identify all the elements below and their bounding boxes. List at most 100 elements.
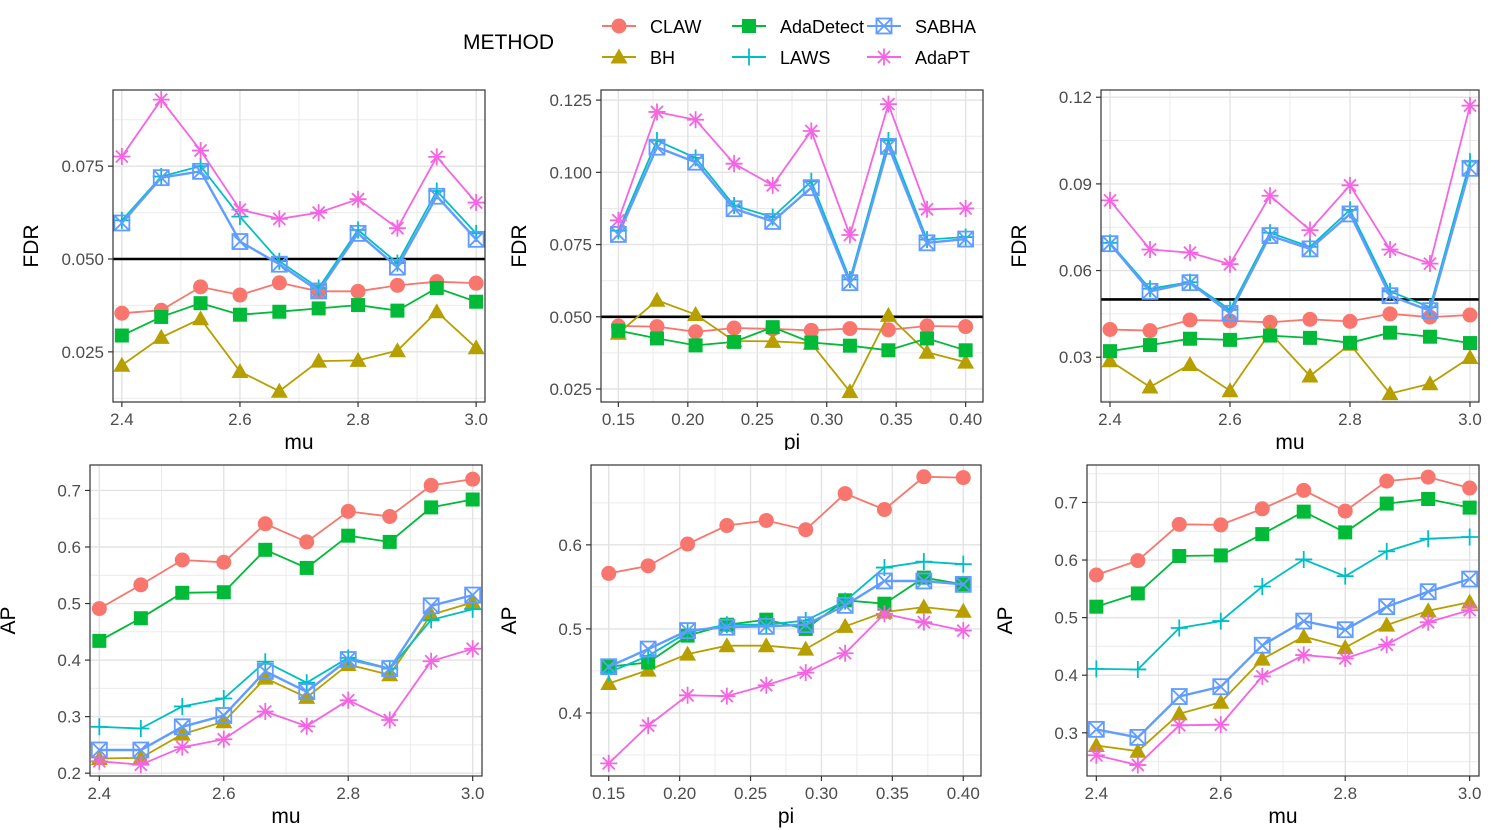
point-claw bbox=[758, 512, 774, 528]
point-adapt bbox=[1295, 646, 1313, 664]
series-claw bbox=[1088, 469, 1478, 583]
point-sabha bbox=[1341, 205, 1359, 223]
point-sabha bbox=[957, 230, 975, 248]
point-sabha bbox=[1461, 159, 1479, 177]
y-tick-label: 0.3 bbox=[1054, 724, 1078, 743]
point-claw bbox=[842, 321, 858, 337]
point-laws bbox=[1087, 660, 1105, 678]
series-line-laws bbox=[617, 137, 966, 283]
point-laws bbox=[349, 221, 367, 239]
point-adapt bbox=[1261, 187, 1279, 205]
point-sabha bbox=[270, 255, 288, 273]
x-tick-label: 2.6 bbox=[228, 410, 252, 429]
point-laws bbox=[1295, 550, 1313, 568]
series-line-adapt bbox=[121, 98, 477, 230]
legend-title: METHOD bbox=[463, 31, 554, 54]
point-adadetect bbox=[1463, 336, 1477, 351]
point-claw bbox=[955, 470, 971, 486]
point-sabha bbox=[1253, 636, 1271, 654]
y-axis-label: FDR bbox=[1008, 224, 1031, 267]
series-line-adadetect bbox=[1096, 498, 1470, 608]
x-tick-label: 3.0 bbox=[464, 410, 488, 429]
x-axis-label: pi bbox=[784, 431, 800, 450]
point-sabha bbox=[836, 596, 854, 614]
point-adapt bbox=[173, 738, 191, 756]
point-bh bbox=[349, 351, 367, 367]
x-axis-label: pi bbox=[778, 805, 794, 828]
legend-key-sabha bbox=[875, 17, 893, 35]
point-bh bbox=[428, 303, 446, 319]
point-adadetect bbox=[1338, 525, 1353, 540]
point-sabha bbox=[467, 230, 485, 248]
series-line-adapt bbox=[617, 101, 966, 238]
series-adadetect bbox=[611, 320, 973, 358]
point-adapt bbox=[1141, 240, 1159, 258]
point-laws bbox=[422, 611, 440, 629]
x-tick-label: 2.8 bbox=[1333, 784, 1357, 803]
point-sabha bbox=[1295, 612, 1313, 630]
point-sabha bbox=[298, 683, 316, 701]
point-claw bbox=[91, 601, 107, 617]
point-adadetect bbox=[382, 534, 397, 549]
point-adadetect bbox=[1223, 332, 1237, 347]
point-sabha bbox=[915, 572, 933, 590]
point-bh bbox=[1221, 382, 1239, 398]
point-laws bbox=[256, 653, 274, 671]
point-adapt bbox=[915, 613, 933, 631]
point-adadetect bbox=[1302, 330, 1317, 345]
y-tick-label: 0.6 bbox=[558, 536, 582, 555]
x-tick-label: 2.4 bbox=[1085, 784, 1109, 803]
point-adadetect bbox=[920, 331, 935, 346]
point-adadetect bbox=[1089, 599, 1104, 614]
x-tick-label: 0.25 bbox=[741, 410, 774, 429]
point-claw bbox=[726, 320, 742, 336]
point-adadetect bbox=[1130, 586, 1145, 601]
point-claw bbox=[958, 319, 974, 335]
legend-entry-laws: LAWS bbox=[732, 48, 830, 68]
point-adadetect bbox=[1263, 328, 1278, 343]
point-sabha bbox=[687, 153, 704, 171]
series-claw bbox=[601, 469, 971, 581]
point-claw bbox=[299, 534, 315, 550]
point-bh bbox=[192, 310, 210, 326]
point-adapt bbox=[757, 676, 775, 694]
point-adadetect bbox=[424, 500, 439, 515]
point-sabha bbox=[1221, 304, 1239, 322]
point-adapt bbox=[464, 640, 482, 658]
x-tick-label: 3.0 bbox=[461, 784, 485, 803]
y-tick-label: 0.075 bbox=[549, 236, 592, 255]
y-tick-label: 0.025 bbox=[549, 380, 592, 399]
point-bh bbox=[1212, 693, 1230, 709]
y-tick-label: 0.03 bbox=[1059, 348, 1092, 367]
point-claw bbox=[232, 287, 248, 303]
point-bh bbox=[648, 291, 666, 307]
point-adapt bbox=[467, 194, 485, 212]
point-adadetect bbox=[311, 301, 326, 316]
point-laws bbox=[1212, 612, 1230, 630]
point-claw bbox=[601, 565, 617, 581]
series-line-adadetect bbox=[618, 326, 966, 352]
x-axis-label: mu bbox=[284, 431, 313, 450]
point-adapt bbox=[298, 717, 316, 735]
point-adadetect bbox=[1462, 500, 1477, 515]
point-claw bbox=[468, 275, 484, 291]
fdr-vs-mu-panel-2: 2.4 2.6 2.8 3.0 0.03 0.06 0.09 0.12 mu FDR bbox=[1008, 88, 1482, 450]
point-adapt bbox=[648, 103, 666, 121]
point-adapt bbox=[764, 176, 782, 194]
point-sabha bbox=[1301, 240, 1319, 258]
series-line-claw bbox=[1109, 312, 1471, 332]
series-line-bh bbox=[1109, 331, 1471, 395]
legend-label-sabha: SABHA bbox=[915, 17, 976, 37]
series-adapt bbox=[1087, 601, 1479, 774]
point-bh bbox=[1378, 616, 1396, 632]
series-adadetect bbox=[1089, 491, 1477, 614]
point-bh bbox=[600, 675, 618, 691]
legend-label-adapt: AdaPT bbox=[915, 48, 970, 68]
point-laws bbox=[173, 697, 191, 715]
x-tick-label: 0.20 bbox=[663, 784, 696, 803]
point-sabha bbox=[648, 138, 666, 156]
fdr-vs-mu-panel: 2.4 2.6 2.8 3.0 0.025 0.050 0.075 mu FDR bbox=[20, 89, 488, 450]
x-tick-label: 2.6 bbox=[1209, 784, 1233, 803]
point-adapt bbox=[1221, 255, 1239, 273]
x-tick-label: 0.35 bbox=[876, 784, 909, 803]
